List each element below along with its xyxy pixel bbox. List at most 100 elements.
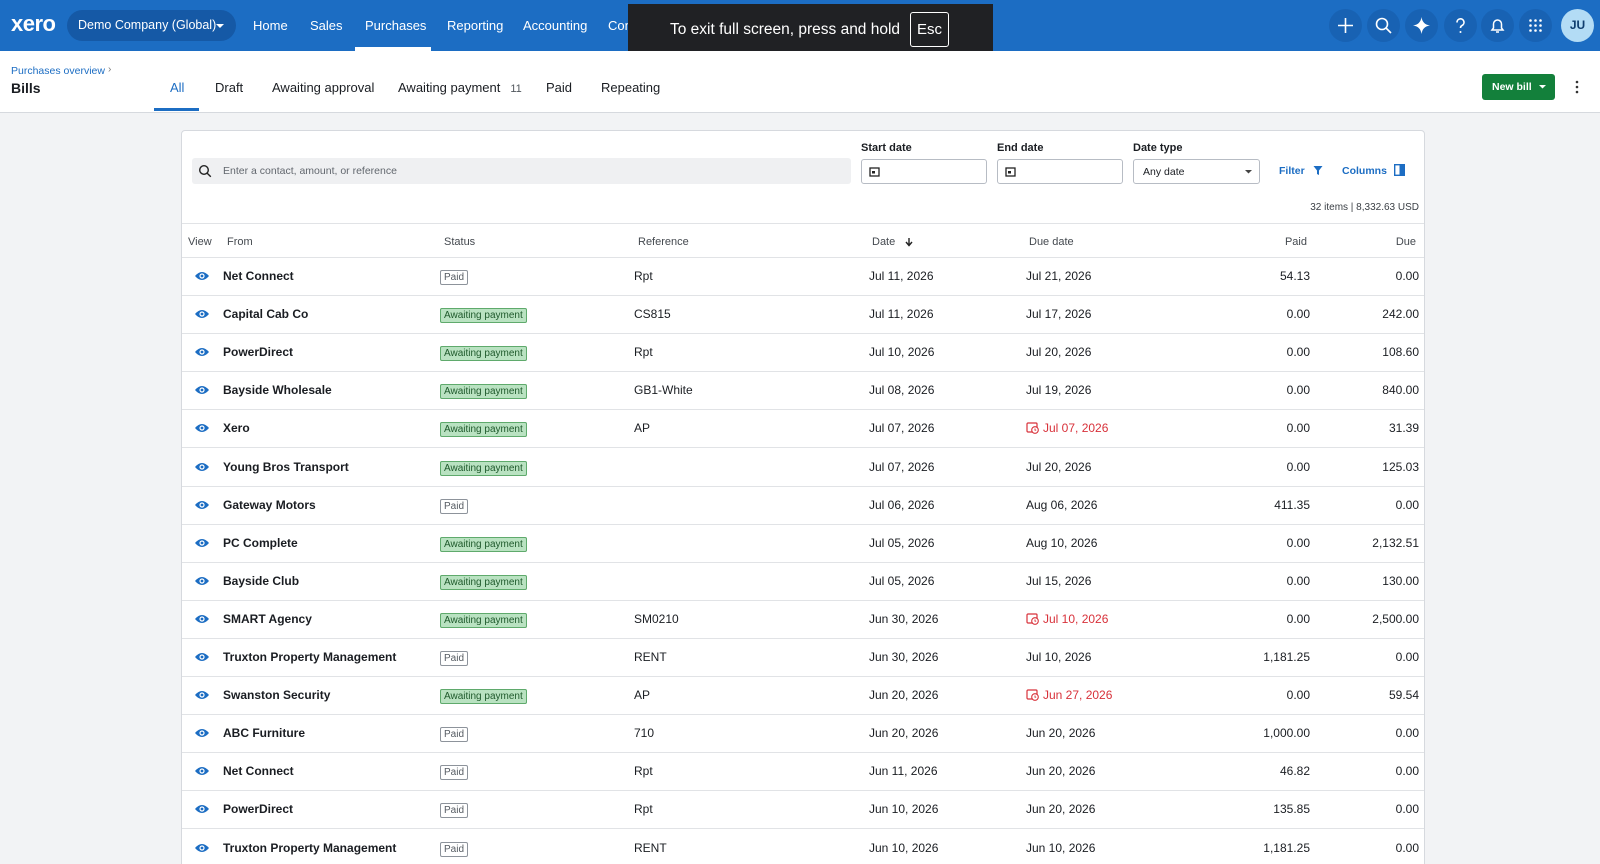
- view-icon[interactable]: [194, 308, 210, 320]
- column-header[interactable]: Status: [444, 236, 476, 248]
- due: 0.00: [1395, 802, 1419, 817]
- logo[interactable]: xero: [11, 11, 56, 36]
- due-date: Jul 21, 2026: [1026, 269, 1092, 283]
- from: Truxton Property Management: [223, 650, 397, 664]
- view-icon[interactable]: [194, 422, 210, 434]
- reference-cell: CS815: [634, 307, 671, 321]
- from: Xero: [223, 421, 250, 436]
- view-icon[interactable]: [194, 575, 210, 587]
- nav-item[interactable]: Purchases: [365, 18, 427, 33]
- column-header[interactable]: Reference: [638, 236, 689, 248]
- status-badge: Awaiting payment: [440, 689, 527, 705]
- org-switcher[interactable]: Demo Company (Global): [67, 10, 236, 41]
- due-date: Jun 27, 2026: [1043, 688, 1113, 703]
- from-cell[interactable]: Young Bros Transport: [223, 460, 349, 474]
- apps-icon[interactable]: [1519, 9, 1552, 42]
- filter-button[interactable]: Filter: [1279, 165, 1305, 177]
- view-icon[interactable]: [194, 270, 210, 282]
- view-icon[interactable]: [194, 689, 210, 701]
- column-header[interactable]: Due: [1395, 236, 1416, 248]
- view-icon[interactable]: [194, 461, 210, 473]
- page-header: Purchases overview › Bills All Draft Await…: [0, 51, 1600, 113]
- help-icon[interactable]: [1444, 9, 1477, 42]
- from: Truxton Property Management: [223, 840, 397, 855]
- add-icon[interactable]: [1329, 9, 1362, 42]
- from-cell[interactable]: Xero: [223, 421, 250, 435]
- view-icon[interactable]: [194, 765, 210, 777]
- nav-item[interactable]: Sales: [310, 18, 343, 33]
- from-cell[interactable]: Net Connect: [223, 764, 294, 778]
- due-date-cell: Jun 10, 2026: [1026, 841, 1095, 855]
- nav-item[interactable]: Accounting: [523, 18, 588, 33]
- search-icon[interactable]: [1367, 9, 1400, 42]
- notifications-icon[interactable]: [1481, 9, 1514, 42]
- breadcrumb[interactable]: Purchases overview: [11, 65, 105, 77]
- due-date-cell: Jul 10, 2026: [1026, 612, 1108, 626]
- from-cell[interactable]: ABC Furniture: [223, 726, 305, 740]
- column-header[interactable]: From: [227, 236, 253, 248]
- date-type-value: Any date: [1143, 166, 1185, 178]
- status-badge: Paid: [440, 803, 469, 819]
- column-header[interactable]: Due date: [1029, 236, 1074, 248]
- date: Jul 08, 2026: [869, 383, 935, 398]
- view-icon[interactable]: [194, 613, 210, 625]
- due: 59.54: [1388, 688, 1419, 703]
- column-header[interactable]: Date: [872, 236, 896, 248]
- nav-item[interactable]: Home: [253, 18, 288, 33]
- columns-button[interactable]: Columns: [1342, 165, 1387, 177]
- end-date-input[interactable]: [997, 159, 1123, 184]
- from-cell[interactable]: Gateway Motors: [223, 498, 316, 512]
- due-date-cell: Aug 06, 2026: [1026, 498, 1097, 512]
- view-icon[interactable]: [194, 727, 210, 739]
- from-cell[interactable]: PowerDirect: [223, 345, 293, 359]
- ai-icon[interactable]: [1405, 9, 1438, 42]
- due: 0.00: [1395, 764, 1419, 779]
- due-date: Jul 19, 2026: [1026, 383, 1092, 398]
- overdue-icon: [1026, 613, 1039, 625]
- due-date-cell: Jul 17, 2026: [1026, 307, 1091, 321]
- tab[interactable]: Draft: [215, 80, 243, 95]
- view-icon[interactable]: [194, 499, 210, 511]
- date-type-select[interactable]: Any date: [1133, 159, 1260, 184]
- due-date-cell: Aug 10, 2026: [1026, 536, 1097, 550]
- view-icon[interactable]: [194, 537, 210, 549]
- tab-label: Paid: [546, 80, 573, 95]
- due-date: Jun 10, 2026: [1026, 840, 1096, 855]
- tab[interactable]: Repeating: [601, 80, 660, 95]
- from-cell[interactable]: Net Connect: [223, 269, 294, 283]
- from-cell[interactable]: PC Complete: [223, 536, 298, 550]
- avatar[interactable]: JU: [1561, 9, 1594, 42]
- view-icon[interactable]: [194, 346, 210, 358]
- from-cell[interactable]: Swanston Security: [223, 688, 330, 702]
- from-cell[interactable]: Capital Cab Co: [223, 307, 308, 321]
- overlay-key: Esc: [910, 12, 950, 47]
- from-cell[interactable]: PowerDirect: [223, 802, 293, 816]
- tab[interactable]: Awaiting approval: [272, 80, 374, 95]
- from: PowerDirect: [223, 345, 294, 360]
- due-date: Jul 10, 2026: [1043, 611, 1109, 626]
- from: PC Complete: [223, 535, 298, 550]
- from-cell[interactable]: SMART Agency: [223, 612, 312, 626]
- view-icon[interactable]: [194, 842, 210, 854]
- more-menu[interactable]: [1574, 79, 1580, 95]
- tab[interactable]: Awaiting payment 11: [398, 80, 522, 95]
- search-box[interactable]: Enter a contact, amount, or reference: [192, 158, 851, 184]
- column-header[interactable]: Paid: [1284, 236, 1307, 248]
- from-cell[interactable]: Bayside Wholesale: [223, 383, 332, 397]
- start-date-input[interactable]: [861, 159, 987, 184]
- nav-item[interactable]: Reporting: [447, 18, 504, 33]
- from-cell[interactable]: Bayside Club: [223, 574, 299, 588]
- status-badge: Awaiting payment: [440, 574, 527, 590]
- from-cell[interactable]: Truxton Property Management: [223, 650, 396, 664]
- due-cell: 0.00: [1396, 269, 1419, 283]
- paid-cell: 1,181.25: [1263, 650, 1310, 664]
- view-icon[interactable]: [194, 651, 210, 663]
- view-icon[interactable]: [194, 803, 210, 815]
- nav-item[interactable]: Con: [608, 18, 632, 33]
- from-cell[interactable]: Truxton Property Management: [223, 841, 396, 855]
- new-bill-button[interactable]: New bill: [1482, 74, 1555, 100]
- view-icon[interactable]: [194, 384, 210, 396]
- tab[interactable]: Paid: [546, 80, 572, 95]
- reference-cell: Rpt: [634, 764, 653, 778]
- tab[interactable]: All: [170, 80, 184, 95]
